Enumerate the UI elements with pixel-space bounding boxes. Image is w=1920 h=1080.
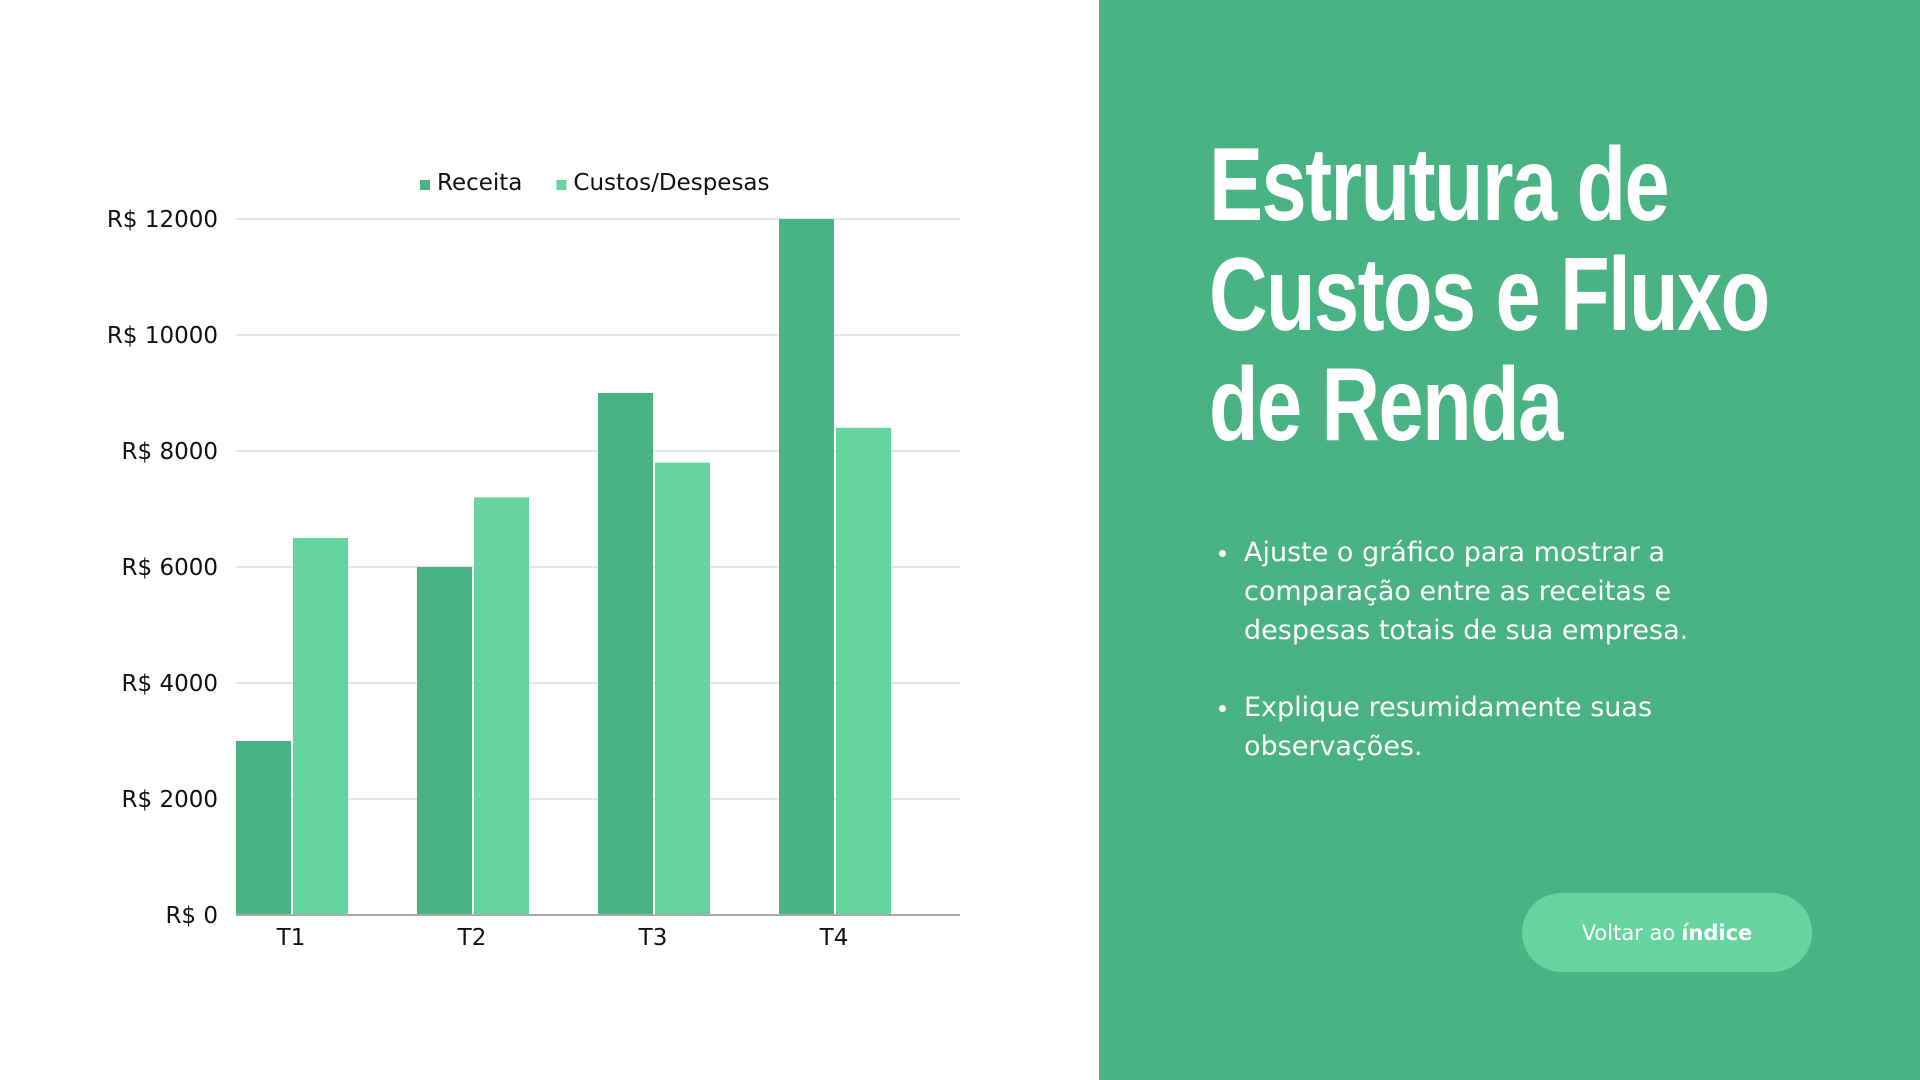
x-tick-label: T3 bbox=[638, 925, 668, 951]
bar bbox=[836, 427, 891, 915]
title-line: Custos e Fluxo bbox=[1209, 237, 1770, 353]
legend-swatch bbox=[420, 180, 430, 190]
chart-area: R$ 0 R$ 2000 R$ 4000 R$ 6000 R$ 8000 R$ 10000… bbox=[106, 170, 960, 951]
y-tick-label: R$ 12000 bbox=[107, 207, 218, 233]
bar bbox=[598, 393, 653, 915]
slide-title: Estrutura de Custos e Fluxo de Renda bbox=[1209, 127, 1770, 463]
y-tick-label: R$ 8000 bbox=[122, 439, 218, 465]
back-button-label: Voltar ao bbox=[1581, 920, 1676, 945]
x-tick-label: T4 bbox=[819, 925, 849, 951]
y-tick-label: R$ 4000 bbox=[122, 671, 218, 697]
y-tick-label: R$ 0 bbox=[165, 903, 218, 929]
y-tick-label: R$ 2000 bbox=[122, 787, 218, 813]
legend-label: Custos/Despesas bbox=[573, 170, 769, 196]
bar-chart: R$ 0 R$ 2000 R$ 4000 R$ 6000 R$ 8000 R$ 10000… bbox=[107, 170, 960, 951]
bar bbox=[779, 219, 834, 915]
x-tick-label: T1 bbox=[276, 925, 306, 951]
back-button-emphasis: índice bbox=[1681, 920, 1753, 945]
bullet-item: Ajuste o gráfico para mostrar a comparaç… bbox=[1219, 533, 1764, 650]
bullet-item: Explique resumidamente suas observações. bbox=[1219, 688, 1764, 766]
y-tick-label: R$ 10000 bbox=[107, 323, 218, 349]
bullet-list: Ajuste o gráfico para mostrar a comparaç… bbox=[1219, 533, 1764, 804]
bar bbox=[474, 497, 529, 915]
bar bbox=[293, 538, 348, 915]
bar bbox=[417, 567, 472, 915]
back-to-index-button[interactable]: Voltar ao índice bbox=[1522, 893, 1812, 972]
title-line: de Renda bbox=[1209, 347, 1563, 463]
legend-swatch bbox=[556, 180, 567, 190]
y-tick-label: R$ 6000 bbox=[122, 555, 218, 581]
x-tick-label: T2 bbox=[457, 925, 487, 951]
bar bbox=[655, 462, 710, 915]
info-panel: Estrutura de Custos e Fluxo de Renda Aju… bbox=[1099, 0, 1920, 1080]
legend-label: Receita bbox=[437, 170, 522, 196]
bar bbox=[236, 741, 291, 915]
title-line: Estrutura de bbox=[1209, 127, 1670, 243]
